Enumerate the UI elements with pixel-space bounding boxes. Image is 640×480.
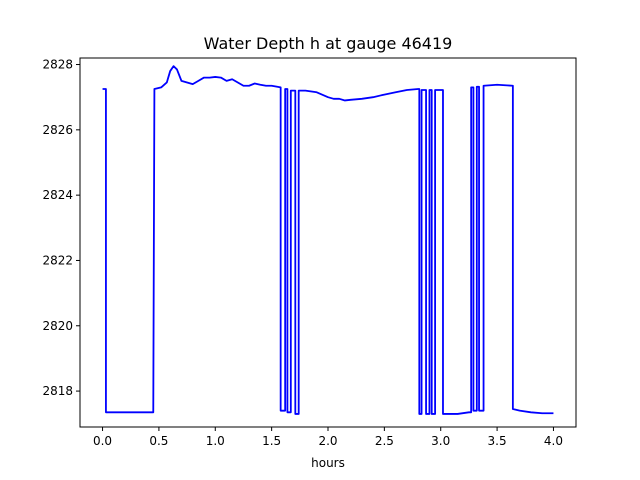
series-layer: [102, 65, 554, 415]
x-tick-label: 1.5: [262, 434, 281, 448]
y-tick-label: 2824: [42, 188, 73, 202]
plot-area: [79, 57, 577, 428]
x-axis-ticks: 0.0 0.5 1.0 1.5 2.0 2.5 3.0 3.5 4.0: [93, 427, 563, 448]
x-tick-label: 2.5: [375, 434, 394, 448]
chart-title: Water Depth h at gauge 46419: [204, 34, 453, 53]
x-tick-label: 0.0: [93, 434, 112, 448]
x-tick-label: 1.0: [206, 434, 225, 448]
x-tick-label: 3.0: [431, 434, 450, 448]
y-tick-label: 2826: [42, 123, 73, 137]
y-tick-label: 2822: [42, 253, 73, 267]
x-tick-label: 2.0: [318, 434, 337, 448]
y-tick-label: 2828: [42, 58, 73, 72]
x-tick-label: 3.5: [488, 434, 507, 448]
y-tick-label: 2818: [42, 384, 73, 398]
x-tick-label: 0.5: [149, 434, 168, 448]
x-axis-label: hours: [311, 456, 345, 470]
y-axis-ticks: 2818 2820 2822 2824 2826 2828: [42, 58, 80, 398]
x-tick-label: 4.0: [544, 434, 563, 448]
series-line-0: [102, 65, 554, 415]
y-tick-label: 2820: [42, 319, 73, 333]
